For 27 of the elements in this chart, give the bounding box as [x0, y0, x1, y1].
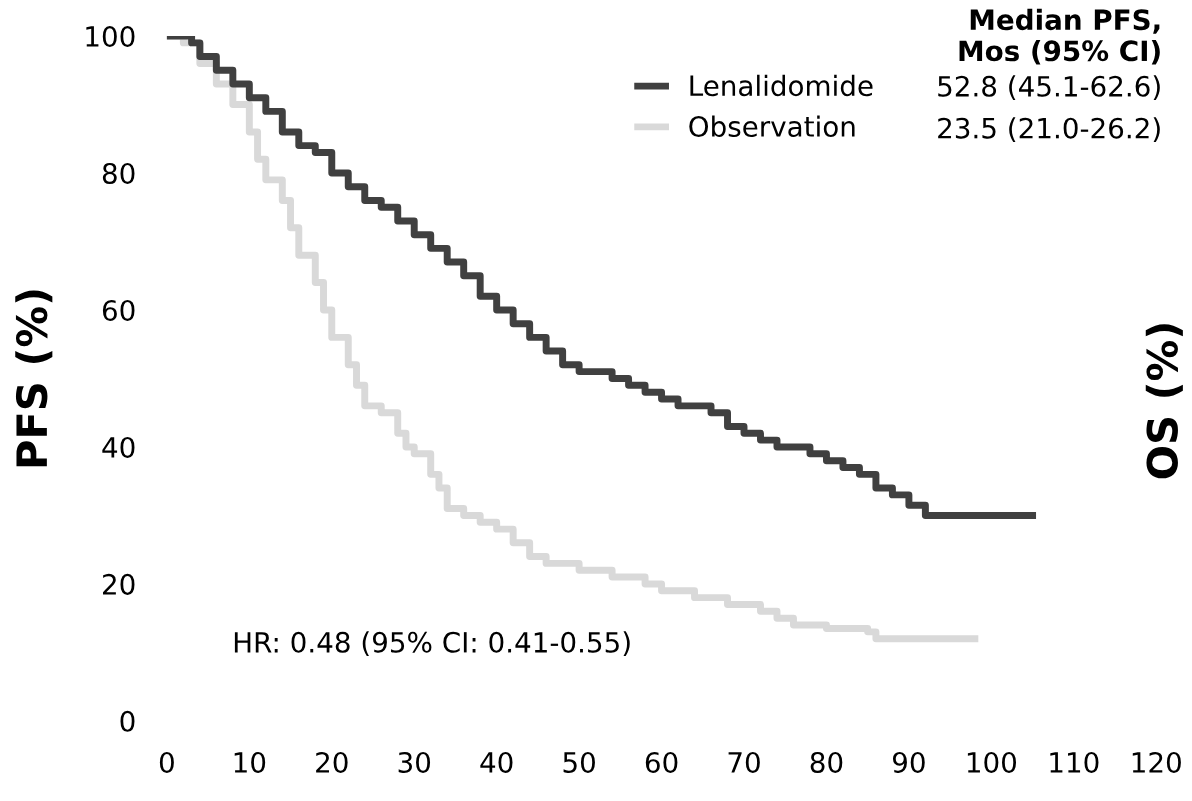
annotation: 52.8 (45.1-62.6): [938, 75, 1160, 101]
y-tick-label: 60: [102, 299, 135, 321]
annotation: HR: 0.48 (95% CI: 0.41-0.55): [234, 631, 630, 657]
y-tick-label: 0: [120, 710, 135, 732]
annotation: 23.5 (21.0-26.2): [938, 117, 1160, 142]
x-tick-label: 0: [159, 751, 174, 773]
x-tick-label: 50: [563, 751, 595, 773]
x-tick-label: 70: [728, 751, 760, 773]
x-tick-label: 10: [234, 751, 266, 773]
legend-label: Observation: [689, 115, 855, 138]
y-tick-label: 100: [86, 25, 135, 47]
legend-title: Median PFS, Mos (95% CI): [959, 8, 1160, 65]
x-tick-label: 120: [1132, 751, 1181, 773]
annotation: OS (%): [1145, 324, 1183, 479]
x-tick-label: 100: [967, 751, 1017, 773]
x-tick-label: 40: [480, 751, 513, 773]
y-axis-title: PFS (%): [15, 290, 53, 467]
x-tick-label: 90: [892, 751, 925, 773]
x-tick-label: 110: [1050, 751, 1099, 773]
x-tick-label: 60: [645, 751, 678, 773]
x-tick-label: 30: [398, 751, 431, 773]
x-tick-label: 20: [316, 751, 348, 773]
x-tick-label: 80: [810, 751, 843, 773]
y-tick-label: 40: [102, 436, 135, 458]
y-tick-label: 80: [102, 162, 135, 184]
legend-label: Lenalidomide: [690, 74, 873, 97]
y-tick-label: 20: [103, 573, 135, 595]
